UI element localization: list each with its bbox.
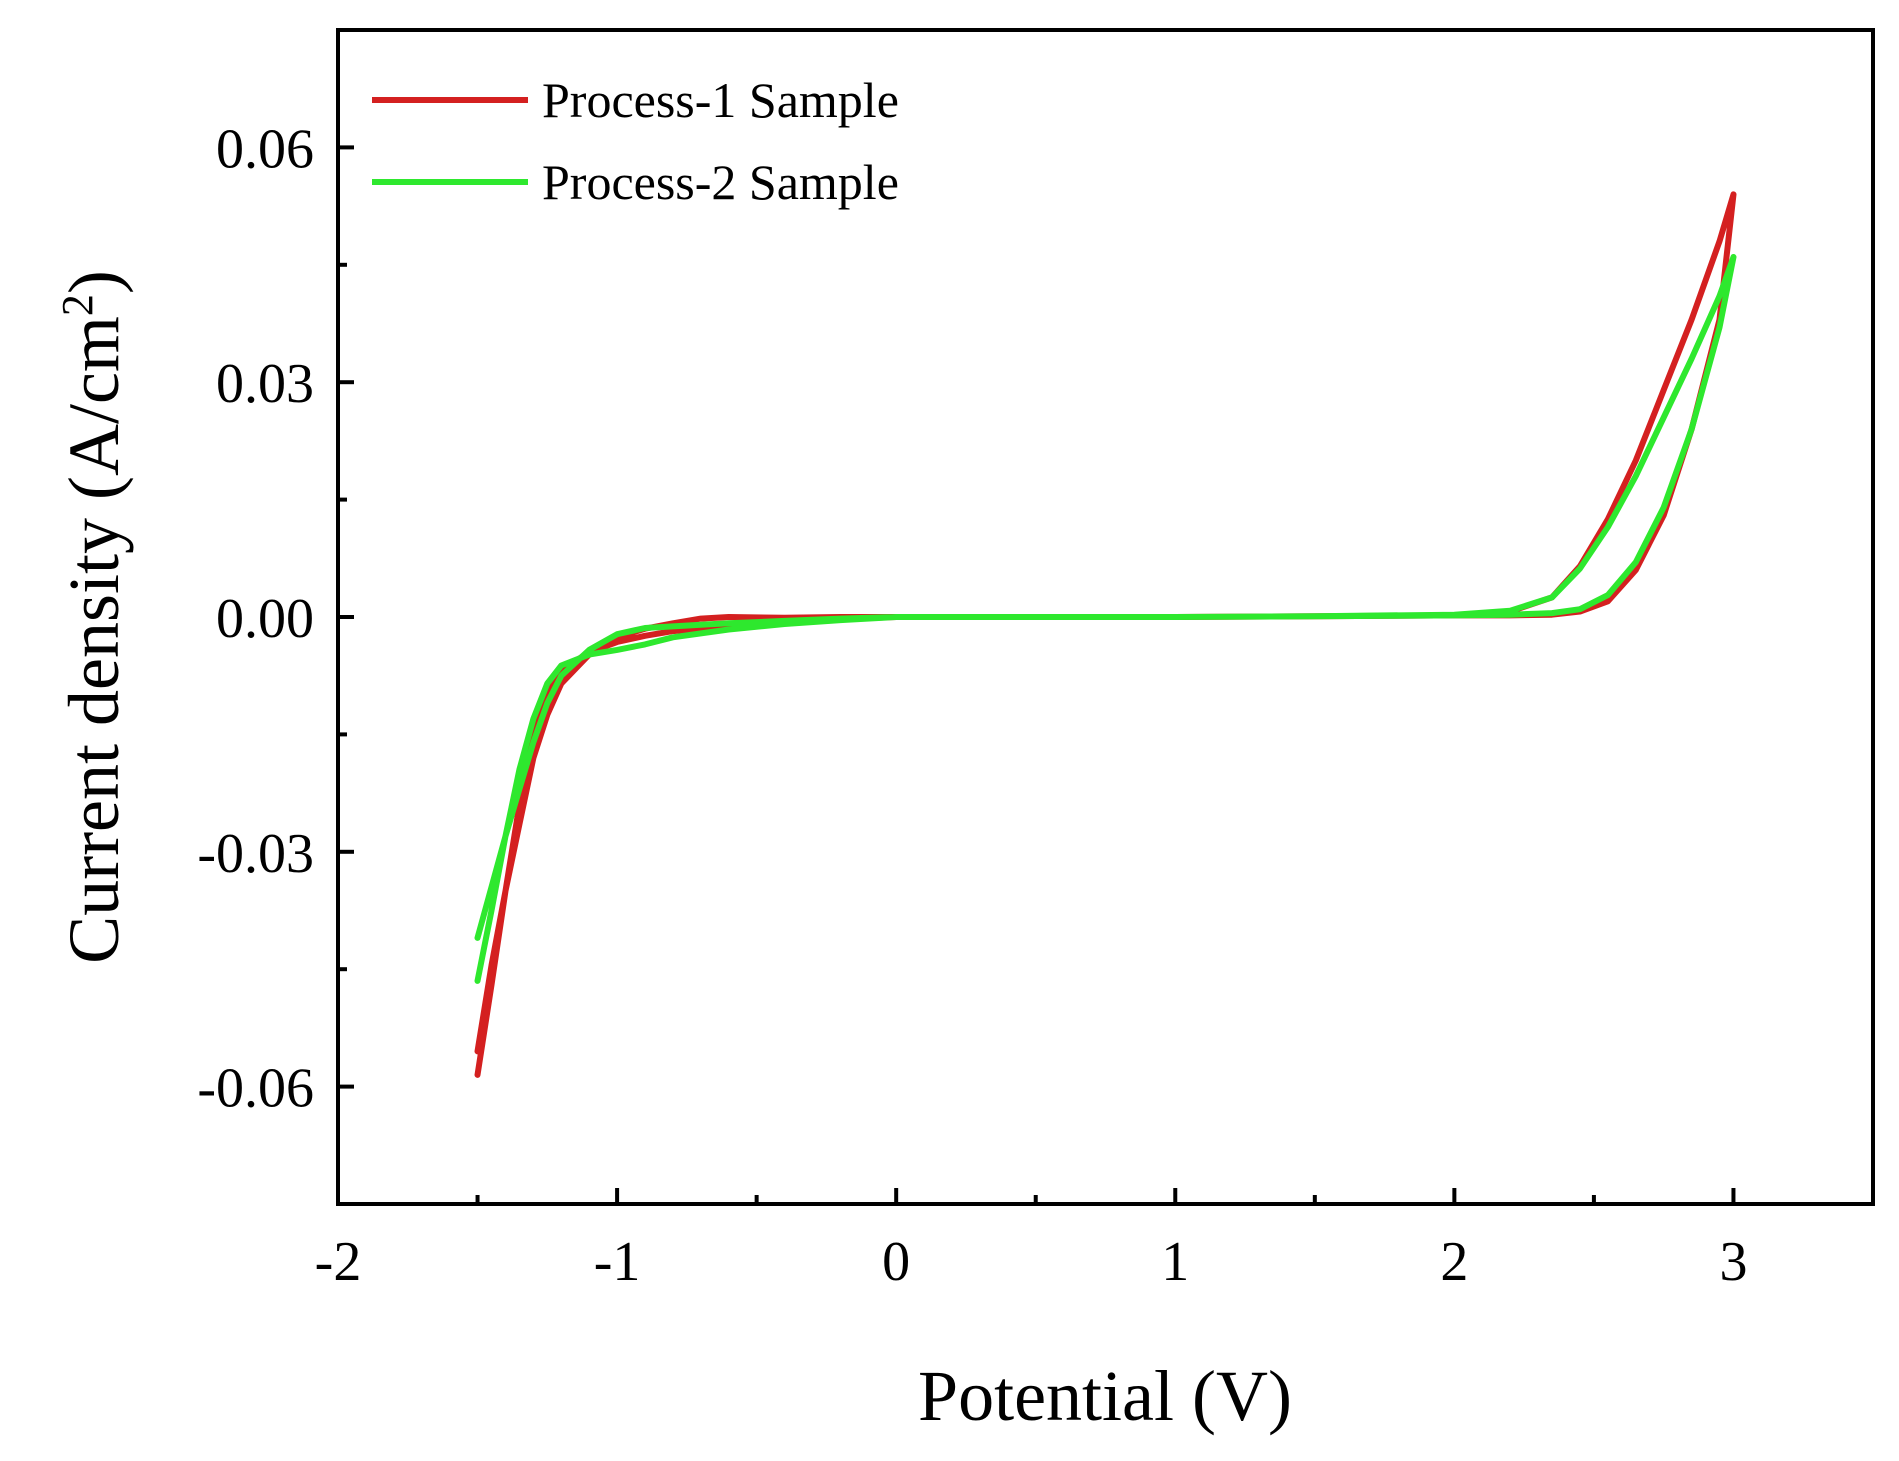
y-axis-title-main: Current density (A/cm [54,316,134,964]
x-tick-label: -1 [594,1231,641,1293]
tick-labels-layer: -2 -1 0 1 2 3 0.06 0.03 0.00 -0.03 -0.06 [197,118,1747,1293]
y-tick-label: 0.03 [216,353,314,415]
legend-label-process-1: Process-1 Sample [542,72,899,128]
series-line-2 [474,254,1737,984]
x-axis-title: Potential (V) [918,1356,1292,1436]
x-tick-label: 0 [882,1231,910,1293]
series-layer [474,191,1737,1078]
y-axis-title: Current density (A/cm2) [53,270,134,964]
x-tick-label: 1 [1161,1231,1189,1293]
x-tick-label: 3 [1719,1231,1747,1293]
x-tick-label: -2 [315,1231,362,1293]
plot-frame [336,28,1875,1206]
y-axis-title-close: ) [54,270,134,294]
y-axis-title-superscript: 2 [53,294,102,316]
y-tick-label: 0.00 [216,588,314,650]
legend-label-process-2: Process-2 Sample [542,154,899,210]
legend: Process-1 Sample Process-2 Sample [372,72,899,210]
y-tick-label: 0.06 [216,118,314,180]
y-tick-label: -0.03 [197,823,314,885]
x-tick-label: 2 [1440,1231,1468,1293]
y-tick-label: -0.06 [197,1058,314,1120]
